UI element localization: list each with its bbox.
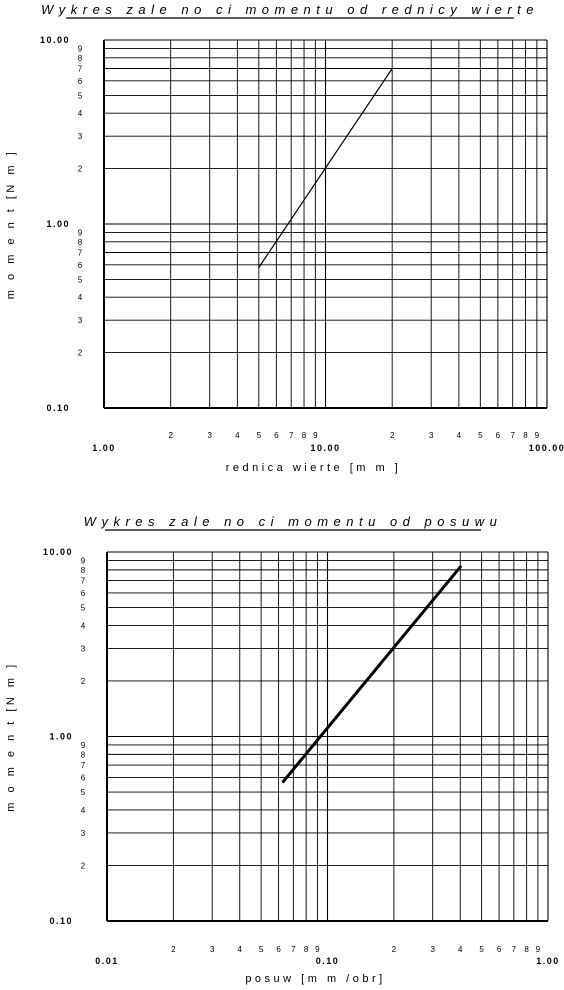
x-minor-tick-label: 6 <box>274 431 279 440</box>
x-minor-tick-label: 4 <box>457 431 462 440</box>
y-minor-tick-label: 4 <box>81 806 86 815</box>
y-minor-tick-label: 2 <box>78 349 83 358</box>
x-minor-tick-label: 6 <box>276 945 281 954</box>
y-minor-tick-label: 5 <box>81 604 86 613</box>
y-minor-tick-label: 4 <box>78 109 83 118</box>
x-minor-tick-label: 8 <box>304 945 309 954</box>
x-minor-tick-label: 2 <box>171 945 176 954</box>
y-major-tick-label: 0.10 <box>46 403 70 413</box>
x-minor-tick-label: 4 <box>238 945 243 954</box>
x-minor-tick-label: 2 <box>168 431 173 440</box>
x-major-tick-label: 0.10 <box>316 956 340 966</box>
x-minor-tick-label: 7 <box>289 431 294 440</box>
x-minor-tick-label: 7 <box>512 945 517 954</box>
x-minor-tick-label: 3 <box>429 431 434 440</box>
y-minor-tick-label: 8 <box>78 54 83 63</box>
y-minor-tick-label: 2 <box>81 677 86 686</box>
x-minor-tick-label: 5 <box>257 431 262 440</box>
y-minor-tick-label: 5 <box>81 788 86 797</box>
chart-title: Wykres zale no ci momentu od posuwu <box>84 514 503 529</box>
y-minor-tick-label: 7 <box>78 65 83 74</box>
x-minor-tick-label: 9 <box>535 431 540 440</box>
y-minor-tick-label: 9 <box>78 228 83 237</box>
data-series-line <box>258 67 393 269</box>
y-minor-tick-label: 3 <box>81 644 86 653</box>
y-major-tick-label: 10.00 <box>43 547 73 557</box>
x-minor-tick-label: 4 <box>458 945 463 954</box>
x-minor-tick-label: 5 <box>259 945 264 954</box>
x-major-tick-label: 1.00 <box>92 443 116 453</box>
chart-2: Wykres zale no ci momentu od posuwu 2 3 4 5 6… <box>5 514 560 985</box>
x-minor-tick-label: 5 <box>478 431 483 440</box>
y-minor-tick-label: 7 <box>81 577 86 586</box>
x-minor-tick-label: 7 <box>510 431 515 440</box>
y-minor-tick-label: 7 <box>81 761 86 770</box>
y-minor-tick-label: 6 <box>78 77 83 86</box>
x-minor-tick-label: 8 <box>523 431 528 440</box>
x-major-tick-label: 0.01 <box>95 956 119 966</box>
x-major-tick-label: 10.00 <box>310 443 340 453</box>
y-major-tick-label: 1.00 <box>46 219 70 229</box>
x-minor-tick-label: 2 <box>392 945 397 954</box>
x-major-tick-label: 1.00 <box>536 956 560 966</box>
x-minor-tick-label: 5 <box>479 945 484 954</box>
x-minor-tick-label: 2 <box>390 431 395 440</box>
x-minor-tick-label: 9 <box>536 945 541 954</box>
y-axis-label: m o m e n t [N m ] <box>5 661 17 811</box>
y-minor-tick-label: 5 <box>78 275 83 284</box>
x-minor-tick-label: 8 <box>302 431 307 440</box>
y-minor-tick-label: 9 <box>78 44 83 53</box>
x-minor-tick-label: 9 <box>313 431 318 440</box>
y-minor-tick-label: 6 <box>81 773 86 782</box>
x-minor-tick-label: 9 <box>315 945 320 954</box>
x-minor-tick-label: 6 <box>497 945 502 954</box>
y-minor-tick-label: 5 <box>78 91 83 100</box>
y-minor-tick-label: 3 <box>78 316 83 325</box>
x-minor-tick-label: 3 <box>207 431 212 440</box>
x-minor-tick-label: 3 <box>430 945 435 954</box>
x-major-tick-label: 100.00 <box>529 443 564 453</box>
y-minor-tick-label: 8 <box>81 566 86 575</box>
y-major-tick-label: 0.10 <box>49 916 73 926</box>
y-minor-tick-label: 6 <box>78 261 83 270</box>
chart-title: Wykres zale no ci momentu od rednicy wie… <box>41 2 539 17</box>
y-major-tick-label: 1.00 <box>49 732 73 742</box>
y-minor-tick-label: 2 <box>78 165 83 174</box>
y-minor-tick-label: 3 <box>81 829 86 838</box>
x-minor-tick-label: 3 <box>210 945 215 954</box>
y-minor-tick-label: 2 <box>81 861 86 870</box>
y-minor-tick-label: 4 <box>81 621 86 630</box>
y-major-tick-label: 10.00 <box>40 35 70 45</box>
x-axis-label: posuw [m m /obr] <box>245 973 385 985</box>
chart-1: Wykres zale no ci momentu od rednicy wie… <box>5 2 564 474</box>
x-minor-tick-label: 7 <box>291 945 296 954</box>
x-minor-tick-label: 8 <box>524 945 529 954</box>
y-minor-tick-label: 4 <box>78 293 83 302</box>
y-minor-tick-label: 6 <box>81 589 86 598</box>
data-series-line <box>281 565 462 783</box>
y-minor-tick-label: 7 <box>78 249 83 258</box>
y-minor-tick-label: 9 <box>81 556 86 565</box>
x-minor-tick-label: 6 <box>496 431 501 440</box>
y-minor-tick-label: 9 <box>81 741 86 750</box>
y-minor-tick-label: 8 <box>78 238 83 247</box>
y-minor-tick-label: 3 <box>78 132 83 141</box>
y-axis-label: m o m e n t [N m ] <box>5 149 17 299</box>
x-minor-tick-label: 4 <box>235 431 240 440</box>
y-minor-tick-label: 8 <box>81 750 86 759</box>
x-axis-label: rednica wierte [m m ] <box>226 462 402 474</box>
